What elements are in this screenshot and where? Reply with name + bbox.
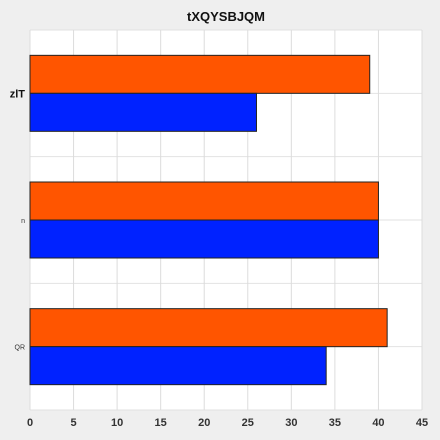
bars [29,54,388,386]
bar [29,92,257,132]
x-tick-label: 10 [111,417,123,429]
y-axis-categories: zlT n QR [10,88,26,351]
x-tick-label: 45 [416,417,428,429]
y-category-label: QR [15,345,26,352]
x-tick-label: 40 [372,417,384,429]
y-category-label: zlT [10,88,26,100]
x-tick-label: 30 [285,417,297,429]
bar [29,219,379,259]
x-axis-ticks: 0 5 10 15 20 25 30 35 40 45 [27,417,428,429]
bar [29,54,371,94]
x-tick-label: 20 [198,417,210,429]
bar [29,181,379,221]
x-tick-label: 25 [242,417,254,429]
x-tick-label: 15 [155,417,167,429]
x-tick-label: 5 [70,417,76,429]
x-tick-label: 0 [27,417,33,429]
bar [29,346,327,386]
chart-title: tXQYSBJQM [187,9,265,24]
x-tick-label: 35 [329,417,341,429]
bar [29,308,388,348]
y-category-label: n [21,218,25,225]
